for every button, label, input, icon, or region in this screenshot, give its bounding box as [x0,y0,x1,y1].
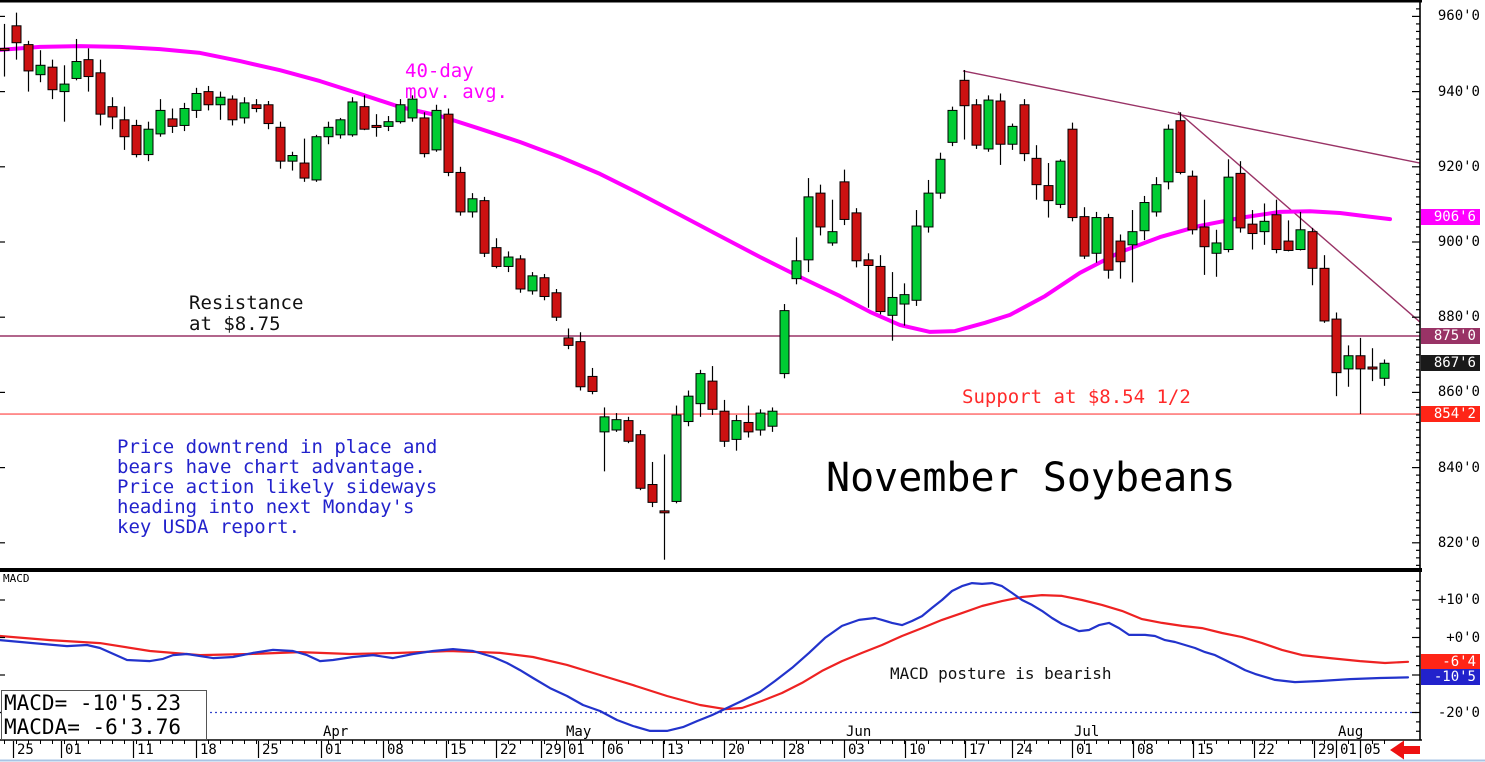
price-badge: 875'0 [1421,328,1480,344]
chart-title: November Soybeans [826,455,1236,501]
macd-posture-label: MACD posture is bearish [890,664,1112,683]
x-axis-day-label: 03 [848,742,865,758]
x-axis-day-label: 11 [137,742,154,758]
price-axis-label: 900'0 [1437,234,1480,250]
x-axis-month-label: Jun [846,724,872,740]
x-axis-day-label: 01 [325,742,342,758]
macd-panel-label: MACD [3,572,30,585]
x-axis-day-label: 25 [262,742,279,758]
x-axis-day-label: 22 [500,742,517,758]
x-axis-day-label: 20 [728,742,745,758]
price-badge: 854'2 [1421,406,1480,423]
x-axis-day-label: 08 [387,742,404,758]
x-axis-day-label: 01 [568,742,585,758]
macd-axis-label: -20'0 [1437,704,1480,721]
price-axis-label: 840'0 [1437,459,1480,476]
x-axis-day-label: 24 [1016,742,1033,758]
x-axis-day-label: 15 [1197,742,1214,758]
resistance-label: Resistance at $8.75 [189,292,304,335]
x-axis-day-label: 18 [200,742,217,758]
scroll-left-arrow-icon[interactable] [1390,740,1420,760]
x-axis-day-label: 29 [1318,742,1335,758]
price-badge: 906'6 [1421,208,1480,225]
support-label: Support at $8.54 1/2 [962,386,1191,408]
x-axis-day-label: 10 [909,742,926,758]
x-axis-day-label: 17 [969,742,986,758]
x-axis-day-label: 28 [788,742,805,758]
x-axis-day-label: 05 [1364,742,1381,758]
analyst-note: Price downtrend in place and bears have … [117,436,438,538]
x-axis-day-label: 08 [1137,742,1154,758]
macd-axis-label: +10'0 [1437,592,1480,608]
x-axis-day-label: 01 [1340,742,1357,758]
price-axis-label: 880'0 [1437,309,1480,326]
macd-legend-box: MACD= -10'5.23 MACDA= -6'3.76 [1,690,207,740]
macda-value: MACDA= -6'3.76 [4,715,182,739]
price-axis-label: 820'0 [1437,534,1480,551]
x-axis-month-label: Aug [1338,724,1364,740]
price-axis-label: 960'0 [1437,8,1480,25]
price-axis-label: 940'0 [1437,83,1480,100]
x-axis-day-label: 13 [667,742,684,758]
x-axis-day-label: 01 [1076,742,1093,758]
x-axis-day-label: 22 [1258,742,1275,758]
ma-40day-label: 40-day mov. avg. [405,60,508,103]
macd-badge: -6'4 [1421,653,1480,670]
x-axis-day-label: 29 [545,742,562,758]
x-axis-day-label: 15 [450,742,467,758]
macd-value: MACD= -10'5.23 [4,691,182,715]
x-axis-month-label: May [566,724,592,740]
x-axis-month-label: Jul [1074,724,1100,740]
x-axis-day-label: 25 [17,742,34,758]
macd-axis-label: +0'0 [1446,629,1480,646]
price-axis-label: 860'0 [1437,384,1480,401]
x-axis-month-label: Apr [323,724,349,740]
x-axis-day-label: 06 [607,742,624,758]
x-axis-day-label: 01 [65,742,82,758]
price-badge: 867'6 [1421,355,1480,372]
price-axis-label: 920'0 [1437,158,1480,175]
macd-badge: -10'5 [1421,669,1480,686]
